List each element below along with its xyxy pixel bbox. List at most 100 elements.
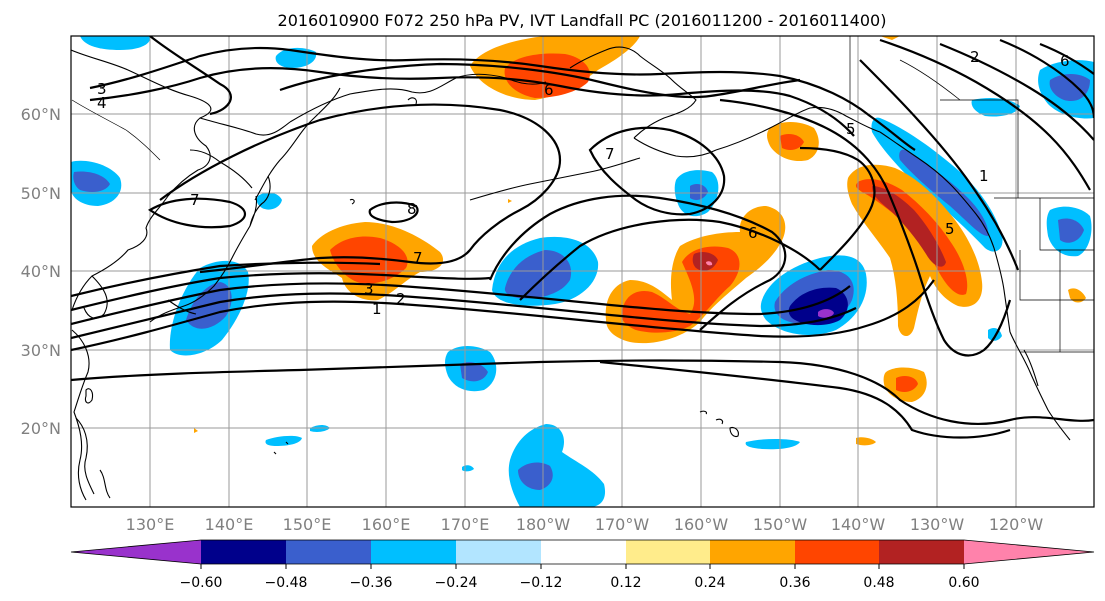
colorbar-segment [541, 540, 626, 564]
coastline-alaska-south [715, 106, 881, 151]
contour-label: 2 [396, 290, 406, 308]
colorbar-segment [710, 540, 795, 564]
contour-east-1 [879, 38, 1091, 191]
colorbar-segment [371, 540, 456, 564]
latitude-labels: 60°N 50°N 40°N 30°N 20°N [21, 105, 61, 438]
colorbar-tick-label: 0.36 [779, 575, 810, 591]
lat-label: 20°N [21, 419, 61, 438]
contour-label: 1 [372, 300, 382, 318]
lat-label: 40°N [21, 262, 61, 281]
colorbar-tick-label: −0.12 [520, 575, 563, 591]
colorbar-segment [456, 540, 541, 564]
contour-upper-east [719, 98, 1012, 357]
lon-label: 170°E [441, 515, 490, 534]
colorbar-segment [795, 540, 879, 564]
coastline-philippines [75, 417, 111, 499]
colorbar-tick-label: −0.60 [180, 575, 223, 591]
map-gridlines [71, 36, 1094, 507]
contour-jet-4 [71, 272, 491, 312]
contour-jet-3 [71, 282, 851, 326]
positive-anomaly-northwest-pacific [312, 222, 444, 301]
contour-label: 1 [979, 167, 989, 185]
lat-label: 30°N [21, 341, 61, 360]
lon-label: 130°W [910, 515, 965, 534]
negative-anomaly-small-regions [71, 36, 1094, 507]
border-canada-provinces [899, 59, 1019, 198]
contour-jet-1 [71, 279, 935, 352]
contour-label: 6 [748, 224, 758, 242]
contour-5-wave [519, 146, 876, 301]
colorbar-segment [201, 540, 286, 564]
contour-label: 5 [846, 120, 856, 138]
lon-label: 140°E [205, 515, 254, 534]
contour-label: 7 [413, 249, 423, 267]
contour-north-hook [149, 36, 232, 116]
colorbar-extend-low [71, 540, 201, 564]
coastline-small-islands [273, 97, 417, 455]
contour-label: 8 [407, 200, 417, 218]
contour-label-group: 3 4 6 7 8 7 6 5 7 3 2 1 1 5 2 6 [97, 48, 1070, 318]
coastline-hawaii [699, 410, 739, 438]
coastline-alaska-west [569, 46, 697, 139]
colorbar-tick-label: 0.48 [863, 575, 894, 591]
contour-label: 5 [945, 220, 955, 238]
coastline-kamchatka [254, 87, 341, 201]
colorbar-tick-label: 0.24 [694, 575, 725, 591]
lon-label: 180°W [516, 515, 571, 534]
colorbar-segment [626, 540, 710, 564]
contour-label: 6 [1060, 52, 1070, 70]
coastline-aleutians [469, 137, 717, 201]
colorbar-segment [286, 540, 371, 564]
colorbar-segment [879, 540, 964, 564]
border-china [71, 99, 161, 161]
coastline-korea [83, 275, 108, 319]
lon-label: 130°E [126, 515, 175, 534]
map-frame [70, 35, 1095, 508]
contour-north-3 [89, 46, 916, 151]
contour-bering-6 [279, 62, 801, 99]
lon-label: 140°W [831, 515, 886, 534]
contour-label: 3 [364, 280, 374, 298]
coastline-china-south [71, 329, 90, 501]
lon-label: 170°W [595, 515, 650, 534]
colorbar-tick-label: 0.60 [948, 575, 979, 591]
border-us-states [1019, 198, 1094, 352]
contour-7-closed [147, 197, 247, 229]
contour-south-loop [599, 360, 1011, 439]
contour-east-ridge [859, 59, 1020, 271]
lat-label: 50°N [21, 184, 61, 203]
map-title: 2016010900 F072 250 hPa PV, IVT Landfall… [278, 11, 887, 30]
contour-north-4 [89, 66, 855, 137]
coastline-taiwan [84, 388, 94, 404]
political-borders [71, 36, 1094, 353]
colorbar-tick-label: −0.48 [265, 575, 308, 591]
lon-label: 160°E [362, 515, 411, 534]
lon-label: 150°E [283, 515, 332, 534]
contour-7-inner [588, 126, 726, 216]
contour-7-main [159, 103, 562, 274]
lat-label: 60°N [21, 105, 61, 124]
colorbar-extend-high [964, 540, 1094, 564]
pv-contours [71, 36, 1094, 439]
contour-label: 7 [190, 191, 200, 209]
coastline-bc-wa [879, 131, 1011, 333]
pv-anomaly-shading [71, 36, 1094, 507]
lon-label: 150°W [753, 515, 808, 534]
contour-jet-2 [71, 292, 857, 340]
colorbar-tick-label: −0.36 [350, 575, 393, 591]
contour-label: 2 [970, 48, 980, 66]
lon-label: 120°W [989, 515, 1044, 534]
colorbar-tick-label: 0.12 [610, 575, 641, 591]
contour-east-2 [939, 42, 1094, 141]
lon-label: 160°W [674, 515, 729, 534]
contour-jet-5 [71, 261, 381, 298]
contour-label: 7 [605, 145, 615, 163]
contour-east-6 [999, 38, 1094, 119]
contour-label: 3 [97, 80, 107, 98]
longitude-labels: 130°E 140°E 150°E 160°E 170°E 180°W 170°… [126, 515, 1044, 534]
coastline-east-asia [71, 49, 212, 311]
colorbar-tick-label: −0.24 [435, 575, 478, 591]
contour-subtropical [71, 359, 1094, 426]
contour-label: 6 [544, 81, 554, 99]
